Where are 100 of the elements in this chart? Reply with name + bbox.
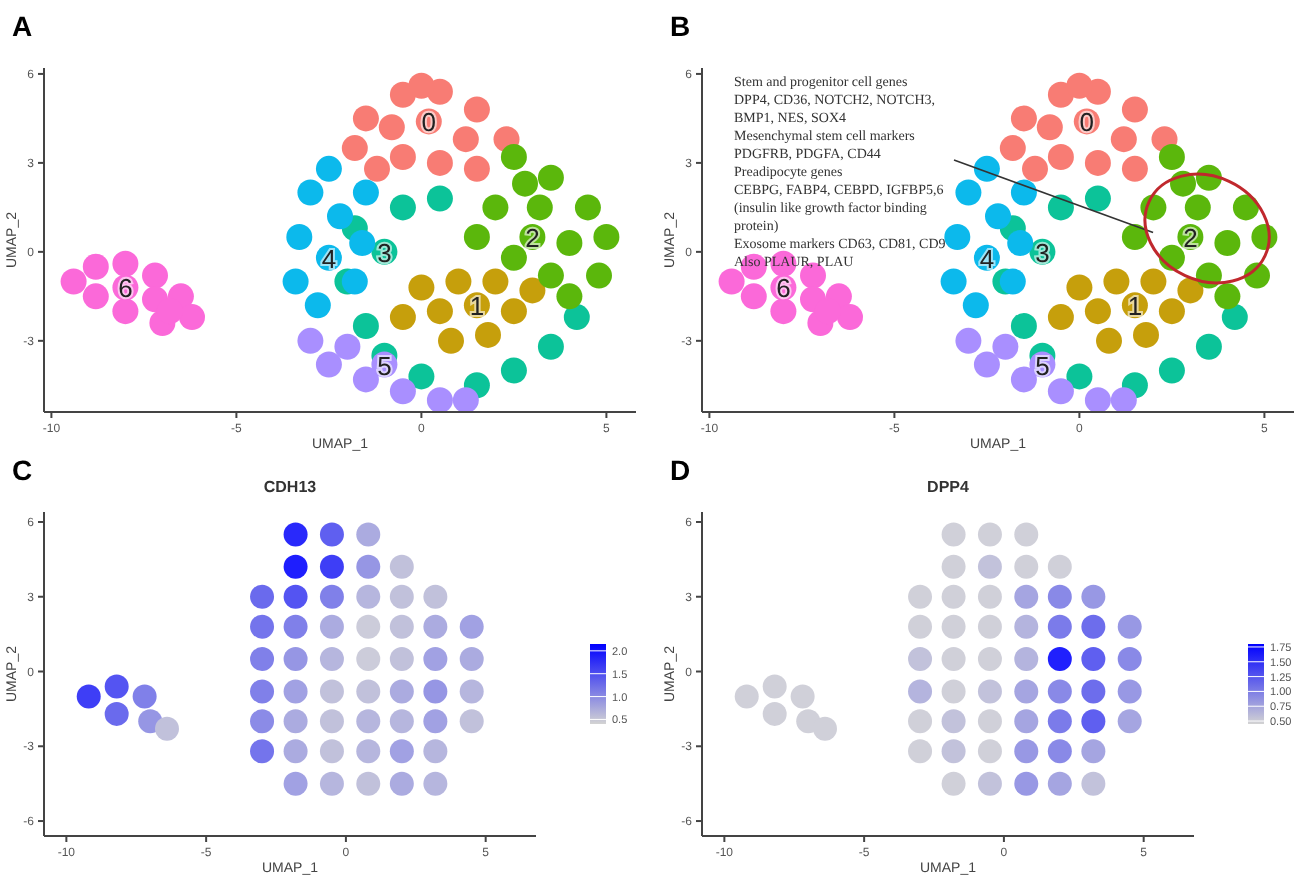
point xyxy=(356,739,381,764)
point xyxy=(1103,268,1130,295)
point xyxy=(762,674,787,699)
point xyxy=(955,179,982,206)
point xyxy=(423,709,448,734)
point xyxy=(1014,522,1039,547)
point xyxy=(349,229,376,256)
point xyxy=(250,709,275,734)
point xyxy=(1047,647,1072,672)
point xyxy=(297,327,324,354)
chart-title: CDH13 xyxy=(263,478,318,496)
point xyxy=(319,771,344,796)
point xyxy=(941,554,966,579)
point xyxy=(389,679,414,704)
point xyxy=(519,277,546,304)
point xyxy=(1158,143,1185,170)
point xyxy=(941,709,966,734)
point xyxy=(352,313,379,339)
chart-title: DPP4 xyxy=(927,478,970,496)
point xyxy=(1081,614,1106,639)
point xyxy=(586,262,612,289)
point xyxy=(977,647,1002,672)
point xyxy=(250,679,275,704)
point xyxy=(973,351,1000,378)
point xyxy=(297,179,324,206)
point xyxy=(1047,584,1072,609)
point xyxy=(556,229,583,256)
point xyxy=(356,614,381,639)
point xyxy=(250,647,275,672)
point xyxy=(977,771,1002,796)
point xyxy=(1081,584,1106,609)
point xyxy=(1047,304,1074,331)
point xyxy=(426,387,453,412)
point xyxy=(1066,72,1093,99)
point xyxy=(426,149,453,176)
point xyxy=(1214,229,1241,256)
point xyxy=(179,304,205,331)
point xyxy=(500,244,527,271)
point xyxy=(1010,105,1037,132)
point xyxy=(475,321,501,348)
point xyxy=(283,584,308,609)
point xyxy=(319,709,344,734)
point xyxy=(526,194,553,221)
point xyxy=(1084,149,1111,176)
point xyxy=(423,739,448,764)
point xyxy=(1007,229,1034,256)
point xyxy=(1084,298,1111,325)
point xyxy=(1047,679,1072,704)
point xyxy=(459,614,484,639)
point xyxy=(112,298,139,325)
point xyxy=(1036,114,1063,141)
series-label: 1 xyxy=(1127,291,1143,322)
point xyxy=(908,709,933,734)
point xyxy=(319,614,344,639)
point xyxy=(315,155,342,182)
point xyxy=(1121,224,1148,251)
point xyxy=(977,554,1002,579)
point xyxy=(1117,614,1142,639)
point xyxy=(304,292,331,319)
point xyxy=(389,378,416,405)
point xyxy=(352,366,379,393)
point xyxy=(352,179,379,206)
point xyxy=(364,155,390,182)
point xyxy=(537,262,564,289)
point xyxy=(1158,298,1185,325)
point xyxy=(1133,321,1159,348)
point xyxy=(1117,679,1142,704)
point xyxy=(459,647,484,672)
point xyxy=(1066,363,1093,390)
point xyxy=(463,96,490,123)
point xyxy=(734,684,759,709)
series-label: 4 xyxy=(321,243,337,274)
point xyxy=(500,143,527,170)
series-label: 5 xyxy=(377,350,392,381)
series-label: 6 xyxy=(776,273,791,304)
point xyxy=(155,716,179,741)
point xyxy=(283,522,308,547)
series-label: 6 xyxy=(118,273,133,304)
point xyxy=(319,739,344,764)
point xyxy=(356,647,381,672)
series-label: 5 xyxy=(1035,350,1050,381)
point xyxy=(973,155,1000,182)
point xyxy=(1014,614,1039,639)
point xyxy=(1084,185,1111,212)
point xyxy=(1014,771,1039,796)
point xyxy=(283,739,308,764)
point xyxy=(1014,647,1039,672)
point xyxy=(315,351,342,378)
point xyxy=(790,684,815,709)
point xyxy=(283,709,308,734)
text: C xyxy=(12,454,33,486)
point xyxy=(1121,155,1148,182)
point xyxy=(334,333,361,360)
point xyxy=(423,647,448,672)
point xyxy=(389,614,414,639)
point xyxy=(356,554,381,579)
point xyxy=(908,647,933,672)
point xyxy=(1081,647,1106,672)
point xyxy=(389,709,414,734)
point xyxy=(423,679,448,704)
